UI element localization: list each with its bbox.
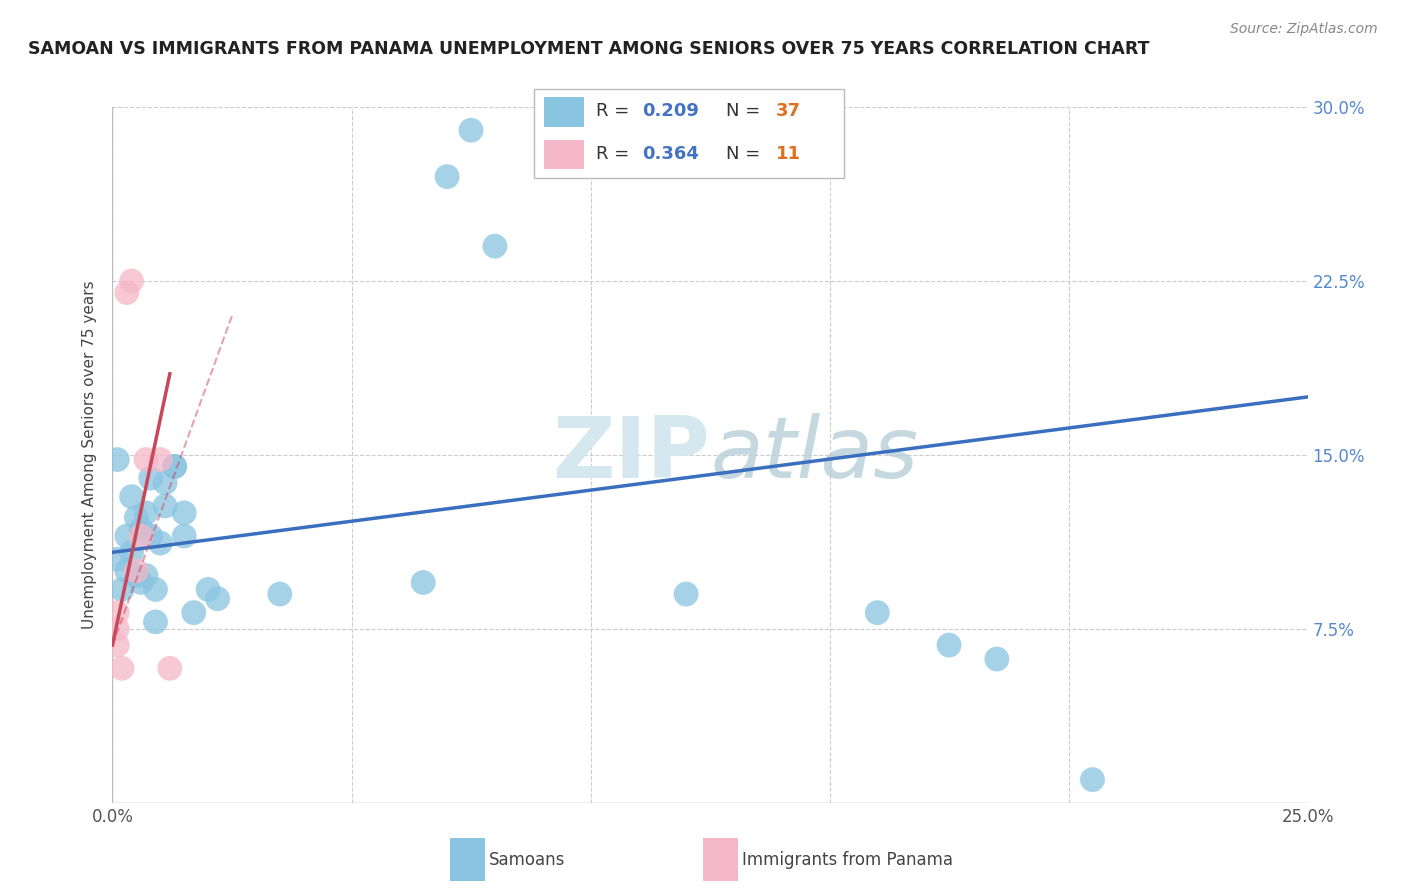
Text: 0.364: 0.364 <box>643 145 699 163</box>
Point <box>145 582 167 597</box>
Point <box>129 575 152 590</box>
Point <box>105 552 128 566</box>
Text: 11: 11 <box>776 145 800 163</box>
Text: R =: R = <box>596 103 636 120</box>
Text: R =: R = <box>596 145 636 163</box>
Point <box>197 582 219 597</box>
Point <box>135 452 157 467</box>
Point <box>115 529 138 543</box>
Text: ZIP: ZIP <box>553 413 710 497</box>
Point <box>145 615 167 629</box>
Point <box>135 506 157 520</box>
Text: SAMOAN VS IMMIGRANTS FROM PANAMA UNEMPLOYMENT AMONG SENIORS OVER 75 YEARS CORREL: SAMOAN VS IMMIGRANTS FROM PANAMA UNEMPLO… <box>28 40 1150 58</box>
Point <box>207 591 229 606</box>
Point <box>163 459 186 474</box>
Point <box>149 452 172 467</box>
Point <box>938 638 960 652</box>
Point <box>135 568 157 582</box>
Point <box>139 529 162 543</box>
Text: 0.209: 0.209 <box>643 103 699 120</box>
Point <box>436 169 458 184</box>
Point <box>105 606 128 620</box>
Point <box>173 529 195 543</box>
Point <box>111 661 134 675</box>
Point <box>1081 772 1104 787</box>
Point <box>105 452 128 467</box>
FancyBboxPatch shape <box>544 140 583 169</box>
Point <box>129 522 152 536</box>
Point <box>125 510 148 524</box>
Text: atlas: atlas <box>710 413 918 497</box>
Point <box>111 582 134 597</box>
Point <box>105 622 128 636</box>
Point <box>121 545 143 559</box>
Point <box>121 490 143 504</box>
Point <box>675 587 697 601</box>
Text: 37: 37 <box>776 103 800 120</box>
Point <box>412 575 434 590</box>
Point <box>149 536 172 550</box>
Text: Samoans: Samoans <box>489 851 565 869</box>
Text: N =: N = <box>725 145 766 163</box>
Point <box>125 564 148 578</box>
Point <box>183 606 205 620</box>
FancyBboxPatch shape <box>544 97 583 127</box>
Point <box>153 475 176 490</box>
Text: Immigrants from Panama: Immigrants from Panama <box>742 851 953 869</box>
Point <box>121 274 143 288</box>
Point <box>269 587 291 601</box>
Point <box>115 285 138 300</box>
Point <box>986 652 1008 666</box>
Point <box>460 123 482 137</box>
Point <box>139 471 162 485</box>
Point <box>866 606 889 620</box>
Text: N =: N = <box>725 103 766 120</box>
FancyBboxPatch shape <box>534 89 844 178</box>
Point <box>173 506 195 520</box>
Y-axis label: Unemployment Among Seniors over 75 years: Unemployment Among Seniors over 75 years <box>82 281 97 629</box>
Point <box>153 499 176 513</box>
Point <box>129 529 152 543</box>
Point <box>163 459 186 474</box>
Point <box>115 564 138 578</box>
Point <box>125 568 148 582</box>
Text: Source: ZipAtlas.com: Source: ZipAtlas.com <box>1230 22 1378 37</box>
Point <box>159 661 181 675</box>
Point <box>484 239 506 253</box>
Point <box>105 638 128 652</box>
